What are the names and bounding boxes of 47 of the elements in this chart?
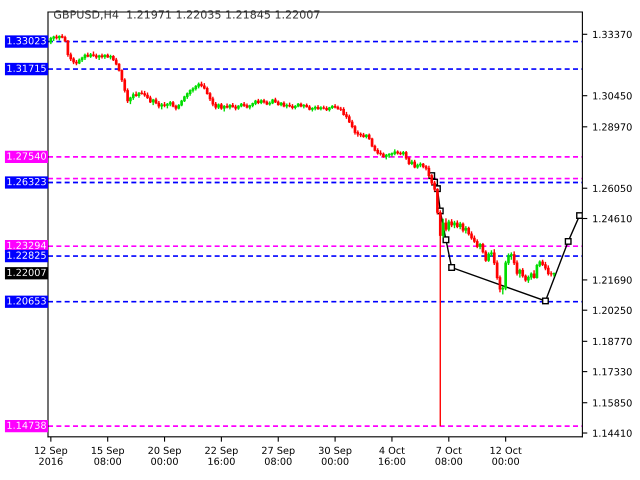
ref-line-label: 1.26323 [7,178,46,186]
candlestick [536,263,538,280]
y-tick-label: 1.14410 [593,429,632,437]
chart-title: GBPUSD,H4 1.21971 1.22035 1.21845 1.22007 [54,10,320,20]
candlestick [447,219,450,232]
ref-line-label: 1.22825 [7,252,46,259]
y-tick-label: 1.15850 [593,399,632,407]
y-tick-label: 1.18770 [593,338,632,346]
candlestick [487,252,490,263]
y-tick-label: 1.28970 [593,123,632,131]
point [442,236,450,244]
candlestick [370,137,374,148]
x-tick-label: 12 Sep 2016 [35,446,68,465]
candlestick [521,267,524,278]
x-tick-label: 27 Sep 08:00 [262,446,295,465]
candlestick [462,222,464,234]
x-tick-label: 4 Oct 16:00 [379,446,406,465]
candlestick [212,96,214,107]
x-tick-label: 30 Sep 00:00 [318,446,352,465]
ref-line-label: 1.31715 [7,64,46,72]
candlestick [354,124,356,136]
text: 1.22007 [7,268,46,276]
y-tick-label: 1.21690 [593,276,632,284]
y-tick-label: 1.30450 [593,92,632,100]
ref-line-label: 1.27540 [7,152,46,160]
x-tick-label: 22 Sep 16:00 [205,446,238,465]
x-tick-label: 20 Sep 00:00 [148,446,181,465]
x-tick-label: 7 Oct 08:00 [435,446,462,465]
candlestick [444,218,448,232]
candlestick [66,39,70,58]
y-tick-label: 1.17330 [593,368,632,376]
point [448,264,456,271]
ref-line-label: 1.23294 [7,242,46,250]
point [564,238,572,245]
candlestick [442,218,444,238]
point [542,297,549,304]
point [576,212,582,220]
y-tick-label: 1.33370 [593,30,632,38]
y-tick-label: 1.26050 [593,184,632,192]
y-tick-label: 1.20250 [593,306,632,314]
ref-line-label: 1.14738 [7,422,46,429]
x-tick-label: 15 Sep 08:00 [92,446,124,465]
x-tick-label: 12 Oct 00:00 [490,446,522,465]
ref-line-label: 1.33023 [7,37,46,44]
candlestick [546,264,550,276]
y-tick-label: 1.24610 [593,214,632,222]
ref-line-label: 1.20653 [7,297,46,305]
